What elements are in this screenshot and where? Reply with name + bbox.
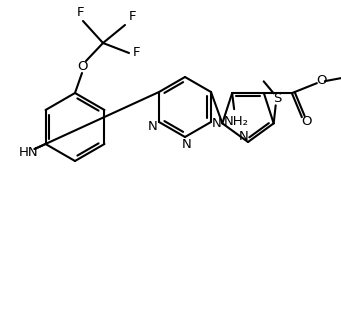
Text: N: N (182, 139, 192, 152)
Text: O: O (317, 74, 327, 87)
Text: F: F (133, 46, 141, 60)
Text: N: N (211, 117, 221, 130)
Text: O: O (78, 61, 88, 74)
Text: HN: HN (19, 145, 39, 158)
Text: O: O (302, 115, 312, 128)
Text: F: F (77, 6, 85, 18)
Text: F: F (129, 11, 137, 23)
Text: N: N (148, 120, 158, 134)
Text: N: N (239, 130, 249, 144)
Text: S: S (273, 92, 282, 105)
Text: NH₂: NH₂ (224, 115, 249, 128)
